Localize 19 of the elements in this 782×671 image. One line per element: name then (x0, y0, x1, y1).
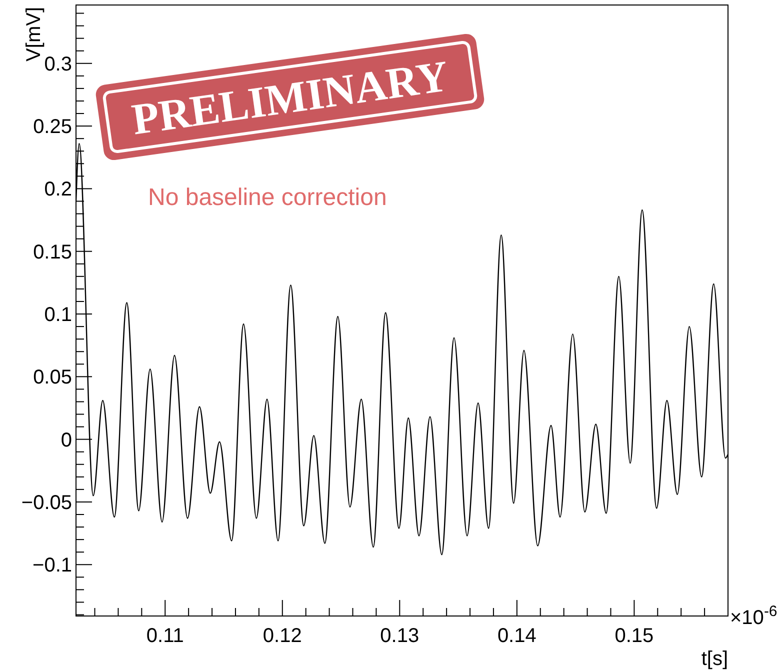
y-tick-label: 0 (60, 429, 72, 452)
annotation: PRELIMINARY (128, 51, 452, 144)
y-tick-label: 0.05 (33, 366, 72, 389)
text: ×10$^{-6}$ (730, 602, 778, 629)
x-tick-label: 0.14 (497, 625, 536, 647)
y-tick-label: −0.1 (32, 554, 72, 577)
y-axis-title: V[mV] (23, 7, 45, 62)
y-tick-label: 0.25 (33, 116, 72, 138)
y-tick-label: 0.1 (44, 304, 72, 326)
x-tick-label: 0.13 (380, 625, 420, 647)
y-tick-label: 0.2 (44, 178, 72, 201)
x-tick-label: 0.11 (146, 625, 184, 647)
x-tick-label: 0.12 (262, 625, 302, 647)
x-axis-title: t[s] (701, 648, 728, 670)
annotation: No baseline correction (148, 184, 387, 211)
y-tick-label: 0.3 (44, 53, 72, 76)
x-tick-label: 0.15 (614, 625, 654, 647)
y-tick-label: −0.05 (21, 492, 72, 514)
y-tick-label: 0.15 (33, 241, 72, 264)
